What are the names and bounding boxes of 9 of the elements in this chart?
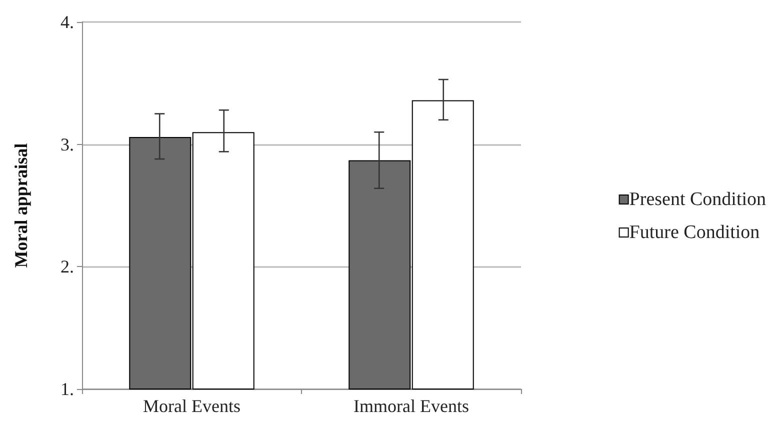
legend-label: Present Condition (629, 189, 766, 210)
legend-label: Future Condition (629, 222, 760, 243)
y-tick-label: 2. (60, 256, 74, 277)
x-tick-label: Immoral Events (354, 396, 469, 416)
y-tick-label: 3. (60, 134, 74, 154)
x-tick-label: Moral Events (143, 396, 240, 416)
y-axis-title: Moral appraisal (11, 143, 31, 268)
y-tick-label: 1. (60, 379, 74, 399)
y-tick-label: 4. (60, 12, 74, 32)
